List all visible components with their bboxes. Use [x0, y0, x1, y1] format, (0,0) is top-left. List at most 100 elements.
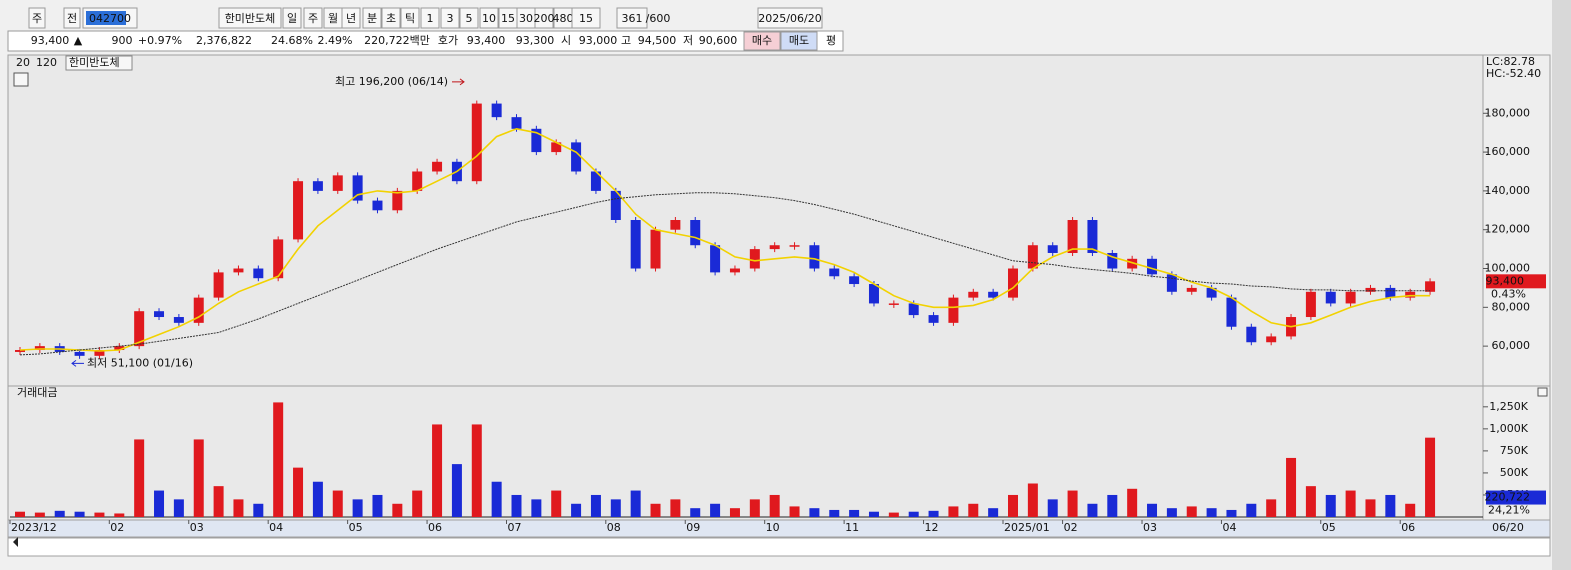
toolbar-label[interactable]: 한미반도체: [225, 12, 276, 25]
buy-button[interactable]: [743, 31, 781, 51]
candle: [1226, 297, 1237, 327]
volume-last-label: 220,722: [1485, 491, 1531, 504]
toolbar-button[interactable]: [440, 7, 460, 29]
toolbar-label[interactable]: 361: [622, 12, 643, 25]
volume-bar: [193, 439, 204, 517]
toolbar-button[interactable]: [362, 7, 382, 29]
toolbar-label[interactable]: 042700: [89, 12, 131, 25]
toolbar-button[interactable]: [616, 7, 648, 29]
toolbar-button[interactable]: [28, 7, 46, 29]
candle: [769, 245, 780, 250]
toolbar-label[interactable]: 10: [482, 12, 496, 25]
side-scroll[interactable]: [1552, 0, 1571, 570]
toolbar-label[interactable]: 15: [501, 12, 515, 25]
toolbar-button[interactable]: [282, 7, 302, 29]
toolbar-label[interactable]: /600: [646, 12, 671, 25]
toolbar-button[interactable]: [341, 7, 361, 29]
legend-ma: 120: [36, 56, 57, 69]
price-panel: [7, 54, 1551, 387]
code-highlight: [86, 11, 126, 25]
toolbar-button[interactable]: [459, 7, 479, 29]
price-axis-bg: [1482, 54, 1551, 387]
quote-label: 호가: [438, 34, 458, 47]
volume-bar: [372, 494, 383, 517]
toolbar-label[interactable]: 200: [534, 12, 555, 25]
candle: [332, 175, 343, 191]
toolbar-label[interactable]: 일: [287, 11, 297, 25]
toolbar-button[interactable]: [400, 7, 420, 29]
volume-bar: [571, 503, 582, 517]
candle: [213, 272, 224, 298]
toolbar-label[interactable]: 480: [553, 12, 574, 25]
toolbar-button[interactable]: [571, 7, 601, 29]
x-tick-label: 04: [1222, 521, 1236, 534]
sell-button[interactable]: [780, 31, 818, 51]
quote-label[interactable]: 평: [826, 34, 836, 47]
toolbar-label[interactable]: 30: [519, 12, 533, 25]
toolbar-label[interactable]: 주: [32, 12, 42, 25]
candle: [74, 351, 85, 356]
volume-bar: [273, 402, 284, 517]
quote-label[interactable]: 매수: [752, 34, 772, 47]
toolbar-button[interactable]: [63, 7, 81, 29]
toolbar-button[interactable]: [420, 7, 440, 29]
volume-bar: [1385, 494, 1396, 517]
toolbar-label[interactable]: 년: [346, 12, 356, 25]
quote-label: 93,300: [516, 34, 555, 47]
toolbar-label[interactable]: 5: [466, 12, 473, 25]
volume-bar: [1345, 490, 1356, 517]
toolbar-label[interactable]: 15: [579, 12, 593, 25]
volume-bar: [968, 503, 979, 517]
toolbar-button[interactable]: [479, 7, 499, 29]
toolbar-label[interactable]: 주: [308, 12, 318, 25]
x-tick-label: 2025/01: [1004, 521, 1050, 534]
toolbar-label[interactable]: 1: [427, 12, 434, 25]
toolbar-button[interactable]: [757, 7, 823, 29]
scroll-bar[interactable]: [7, 537, 1551, 557]
volume-bar: [1206, 508, 1217, 517]
volume-bar: [590, 494, 601, 517]
volume-bar: [74, 511, 85, 517]
volume-bar: [1286, 457, 1297, 517]
candle: [1107, 252, 1118, 269]
last-price-change: 0.43%: [1491, 287, 1526, 300]
volume-bar: [432, 424, 443, 517]
toolbar-button[interactable]: [303, 7, 323, 29]
toolbar-label[interactable]: 틱: [405, 12, 415, 25]
toolbar-button[interactable]: [534, 7, 554, 29]
close-icon[interactable]: [1537, 387, 1548, 397]
x-tick-label: 02: [1064, 521, 1078, 534]
quote-label[interactable]: 매도: [789, 34, 809, 47]
candle: [432, 161, 443, 172]
quote-bar: [7, 30, 844, 52]
volume-bar: [173, 499, 184, 517]
candle: [293, 181, 304, 240]
hc-label: HC:-52.40: [1486, 67, 1541, 80]
candle: [352, 175, 363, 201]
volume-bar: [1027, 483, 1038, 517]
candle: [15, 350, 25, 352]
volume-bar: [392, 503, 403, 517]
toolbar-label[interactable]: 전: [67, 12, 77, 25]
quote-label: 저: [683, 34, 693, 47]
toolbar-label[interactable]: 월: [328, 12, 338, 25]
toolbar-label[interactable]: 초: [386, 12, 396, 25]
low-arrow: [71, 360, 84, 367]
volume-bar: [829, 509, 840, 517]
toolbar-label[interactable]: 분: [367, 12, 377, 25]
volume-bar: [1226, 509, 1237, 517]
candle: [988, 291, 999, 298]
volume-bar: [511, 494, 522, 517]
cursor-date: 06/20: [1492, 521, 1524, 534]
scroll-left[interactable]: [13, 537, 18, 547]
candle: [372, 200, 383, 211]
toolbar-button[interactable]: [381, 7, 401, 29]
toolbar-label[interactable]: 3: [447, 12, 454, 25]
candle: [968, 291, 979, 298]
toolbar-label[interactable]: 2025/06/20: [758, 12, 821, 25]
grid-icon[interactable]: [13, 72, 29, 87]
quote-label: 고: [621, 34, 631, 47]
quote-label: +0.97%: [138, 34, 182, 47]
volume-bar: [1365, 499, 1376, 517]
toolbar-button[interactable]: [218, 7, 282, 29]
